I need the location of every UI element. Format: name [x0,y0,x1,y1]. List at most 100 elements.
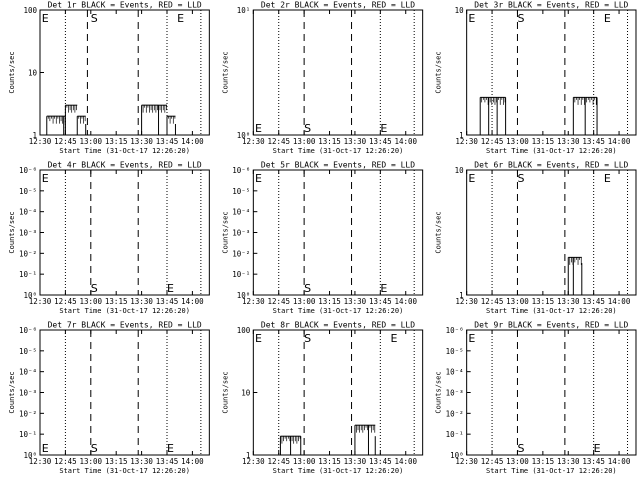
x-tick-label: 13:30 [557,137,580,146]
x-tick-label: 12:30 [29,137,52,146]
x-tick-label: 12:30 [455,457,478,466]
x-tick-label: 13:30 [557,297,580,306]
y-tick-label: 10⁻³ [19,229,37,238]
x-tick-label: 13:00 [506,297,529,306]
x-tick-label: 13:15 [318,137,341,146]
y-tick-label: 1 [459,291,464,300]
x-tick-label: 12:45 [54,457,77,466]
y-tick-label: 10⁻⁴ [19,368,37,377]
y-tick-label: 10⁻⁶ [19,166,37,175]
x-tick-label: 13:15 [318,297,341,306]
y-axis-label: Counts/sec [435,51,443,93]
x-tick-label: 12:30 [242,297,265,306]
x-tick-label: 13:00 [293,297,316,306]
x-tick-label: 12:30 [29,457,52,466]
marker-e: E [42,172,49,185]
y-tick-label: 10⁻³ [232,229,250,238]
panel-det-3: Det 3r BLACK = Events, RED = LLD 12:30 12:… [435,1,637,155]
y-tick-label: 10⁻² [232,249,250,258]
x-tick-label: 13:45 [156,297,179,306]
panel-title: Det 9r BLACK = Events, RED = LLD [474,321,628,330]
x-tick-label: 12:30 [29,297,52,306]
x-tick-label: 14:00 [608,137,631,146]
y-tick-label: 10⁻² [19,409,37,418]
x-axis-label: Start Time (31-Oct-17 12:26:20) [59,467,190,475]
x-tick-label: 13:15 [532,297,555,306]
x-tick-label: 13:00 [80,457,103,466]
x-tick-label: 13:45 [582,137,605,146]
panel-det-8: Det 8r BLACK = Events, RED = LLD 12:30 12:… [221,321,424,475]
marker-s: S [304,282,311,295]
y-tick-label: 10⁻³ [446,389,464,398]
x-axis-label: Start Time (31-Oct-17 12:26:20) [486,467,617,475]
x-tick-label: 13:45 [156,457,179,466]
marker-e: E [177,12,184,25]
marker-s: S [91,442,98,455]
y-tick-label: 10⁰ [237,131,251,140]
panel-det-1: Det 1r BLACK = Events, RED = LLD 12:30 12:… [8,1,210,155]
marker-s: S [304,332,311,345]
x-tick-label: 12:30 [455,297,478,306]
x-tick-label: 14:00 [181,297,204,306]
y-tick-label: 10⁻⁵ [232,187,250,196]
x-tick-label: 13:30 [130,137,153,146]
x-tick-label: 13:00 [506,137,529,146]
x-tick-label: 14:00 [181,137,204,146]
marker-e: E [167,442,174,455]
marker-e: E [594,442,601,455]
panel-det-9: Det 9r BLACK = Events, RED = LLD 12:30 12:… [435,321,637,475]
x-tick-label: 14:00 [394,137,417,146]
panel-det-6: Det 6r BLACK = Events, RED = LLD 12:30 12:… [435,161,637,315]
marker-s: S [91,282,98,295]
plot-frame [252,9,424,136]
y-tick-label: 10⁻⁴ [232,208,250,217]
y-tick-label: 100 [237,326,251,335]
marker-s: S [517,172,524,185]
marker-e: E [468,12,475,25]
y-tick-label: 100 [23,6,37,15]
y-tick-label: 10⁻³ [19,389,37,398]
y-tick-label: 10 [455,166,465,175]
y-axis-label: Counts/sec [435,211,443,253]
x-tick-label: 13:15 [105,137,128,146]
marker-s: S [91,12,98,25]
marker-e: E [468,332,475,345]
marker-e: E [255,332,262,345]
y-tick-label: 10⁻⁵ [19,347,37,356]
marker-e: E [604,12,611,25]
marker-e: E [468,172,475,185]
x-axis-label: Start Time (31-Oct-17 12:26:20) [273,147,404,155]
x-tick-label: 12:30 [242,137,265,146]
x-tick-label: 13:30 [344,457,367,466]
marker-e: E [604,172,611,185]
x-axis-label: Start Time (31-Oct-17 12:26:20) [273,307,404,315]
x-tick-label: 13:15 [318,457,341,466]
x-tick-label: 12:45 [481,297,504,306]
y-tick-label: 10⁻⁴ [446,368,464,377]
x-tick-label: 12:45 [481,137,504,146]
x-tick-label: 13:45 [582,457,605,466]
y-tick-label: 10 [28,69,38,78]
x-axis-label: Start Time (31-Oct-17 12:26:20) [59,307,190,315]
panel-title: Det 1r BLACK = Events, RED = LLD [48,1,202,10]
marker-e: E [255,172,262,185]
x-tick-label: 13:30 [344,297,367,306]
panel-det-4: Det 4r BLACK = Events, RED = LLD 12:30 12:… [8,161,210,315]
x-tick-label: 12:45 [267,457,290,466]
x-tick-label: 13:30 [130,297,153,306]
panel-title: Det 6r BLACK = Events, RED = LLD [474,161,628,170]
x-tick-label: 12:30 [455,137,478,146]
x-tick-label: 13:00 [80,297,103,306]
x-tick-label: 14:00 [394,297,417,306]
panel-title: Det 7r BLACK = Events, RED = LLD [48,321,202,330]
plot-frame [466,169,637,296]
x-tick-label: 12:30 [242,457,265,466]
marker-e: E [390,332,397,345]
x-tick-label: 13:15 [532,457,555,466]
marker-e: E [380,282,387,295]
panel-title: Det 3r BLACK = Events, RED = LLD [474,1,628,10]
x-tick-label: 14:00 [394,457,417,466]
x-tick-label: 13:30 [130,457,153,466]
x-tick-label: 13:00 [506,457,529,466]
